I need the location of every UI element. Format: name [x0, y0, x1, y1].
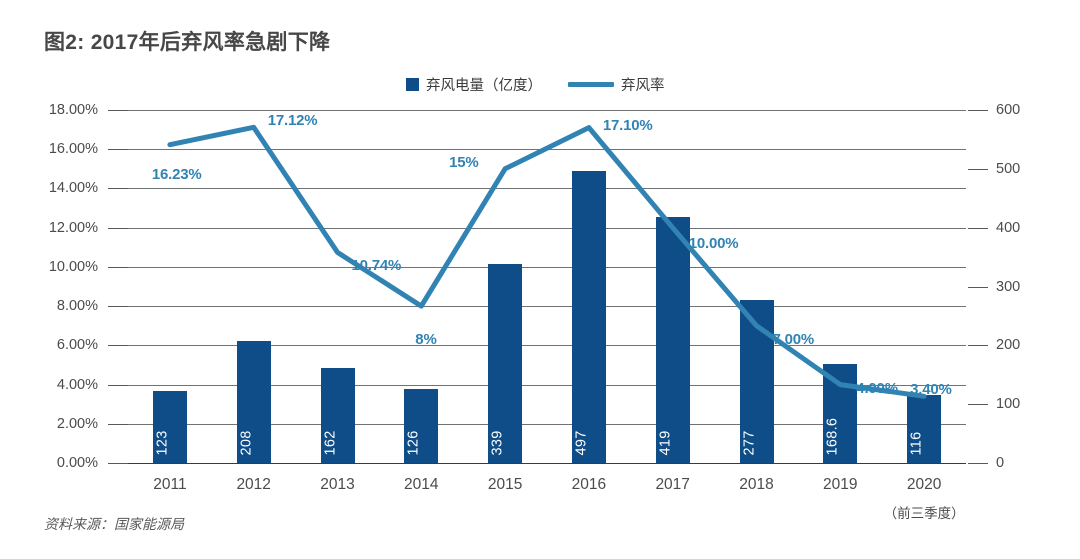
y-axis-right-tick-mark [968, 110, 988, 111]
bar-2020[interactable]: 116 [907, 394, 942, 463]
plot-area: 0.00% 2.00% 4.00% 6.00% 8.00% 10.00% 12.00% 14.… [49, 102, 1020, 521]
y-axis-right-tick-mark [968, 168, 988, 170]
y-axis-left-tick-mark [108, 463, 128, 464]
line-value-label-2013: 10.74% [351, 257, 402, 275]
y-axis-left-tick-mark [108, 306, 128, 308]
line-value-label-2012: 17.12% [267, 112, 318, 130]
x-axis-tick-label-2016: 2016 [571, 476, 607, 493]
y-axis-left-tick-mark [108, 345, 128, 347]
y-axis-left-tick-label: 18.00% [48, 102, 98, 118]
line-value-label-2019: 4.00% [856, 379, 898, 397]
chart-legend: 弃风电量（亿度） 弃风率 [406, 74, 665, 95]
y-axis-left-tick-label: 4.00% [56, 376, 98, 393]
legend-bar-label: 弃风电量（亿度） [426, 78, 542, 94]
y-axis-right-tick-label: 300 [996, 278, 1021, 295]
y-axis-right-tick-label: 100 [996, 396, 1021, 413]
y-axis-left-tick-label: 0.00% [56, 455, 98, 471]
legend-item-line[interactable]: 弃风率 [568, 74, 665, 95]
y-axis-left-tick-label: 14.00% [48, 180, 98, 197]
gridline [128, 227, 966, 229]
y-axis-left-tick-mark [108, 227, 128, 229]
bar-2015[interactable]: 339 [488, 263, 523, 463]
legend-bar-swatch-icon [406, 78, 419, 91]
x-axis-tick-label-2014: 2014 [404, 476, 439, 493]
y-axis-left-tick-mark [108, 423, 128, 425]
line-value-label-2016: 17.10% [602, 116, 653, 134]
x-axis-sublabel-2020: （前三季度） [883, 506, 965, 521]
y-axis-right-tick-mark [968, 286, 988, 288]
x-axis-tick-label-2015: 2015 [487, 476, 523, 493]
x-axis-tick-label-2012: 2012 [236, 476, 271, 493]
y-axis-left-tick-mark [108, 266, 128, 268]
y-axis-right-tick-label: 400 [996, 219, 1021, 236]
y-axis-right-tick-mark [968, 227, 988, 229]
x-axis-tick-label-2020: 2020 [906, 476, 942, 493]
bar-2013[interactable]: 162 [320, 367, 355, 463]
y-axis-right-tick-label: 200 [996, 337, 1021, 354]
y-axis-left-tick-label: 2.00% [56, 415, 98, 432]
line-value-label-2017: 10.00% [688, 234, 739, 252]
y-axis-right-tick-label: 500 [996, 160, 1021, 177]
page-title: 图2: 2017年后弃风率急剧下降 [44, 31, 331, 54]
x-axis-tick-label-2019: 2019 [823, 476, 858, 493]
legend-line-label: 弃风率 [621, 78, 665, 94]
y-axis-right-tick-label: 600 [996, 102, 1021, 118]
legend-line-swatch-icon [568, 82, 614, 87]
line-value-label-2018: 7.00% [772, 330, 815, 348]
bar-2014[interactable]: 126 [404, 388, 439, 463]
line-value-label-2011: 16.23% [151, 165, 202, 183]
bar-2016[interactable]: 497 [571, 170, 606, 463]
y-axis-left-tick-label: 16.00% [48, 141, 98, 158]
line-path [167, 124, 927, 399]
y-axis-left-tick-mark [108, 149, 128, 151]
bar-2019[interactable]: 168.6 [823, 363, 858, 463]
bar-2011[interactable]: 123 [152, 390, 187, 463]
gridline [128, 110, 966, 111]
source-note: 资料来源：国家能源局 [44, 516, 184, 532]
y-axis-left-tick-mark [108, 384, 128, 386]
y-axis-right-tick-mark [968, 404, 988, 406]
y-axis-left-tick-label: 12.00% [48, 219, 98, 236]
bar-2012[interactable]: 208 [236, 340, 271, 463]
legend-item-bar[interactable]: 弃风电量（亿度） [406, 74, 542, 95]
gridline [128, 423, 966, 425]
gridline [128, 266, 966, 268]
bar-2017[interactable]: 419 [655, 216, 690, 463]
gridline [128, 384, 966, 386]
line-value-label-2020: 3.40% [910, 381, 952, 399]
x-axis-tick-label-2018: 2018 [739, 476, 774, 493]
gridline [128, 306, 966, 308]
line-series-wind-curtailment-rate [167, 124, 927, 399]
axis-baseline [128, 463, 966, 465]
x-axis-tick-label-2011: 2011 [153, 476, 187, 493]
y-axis-left-tick-label: 6.00% [56, 337, 98, 354]
y-axis-left-tick-mark [108, 188, 128, 190]
y-axis-left-tick-label: 10.00% [48, 258, 98, 275]
gridline [128, 188, 966, 190]
y-axis-right-tick-label: 0 [996, 455, 1005, 471]
line-value-label-2014: 8% [415, 331, 437, 349]
y-axis-left-tick-label: 8.00% [56, 298, 98, 315]
y-axis-left-tick-mark [108, 110, 128, 111]
y-axis-right-tick-mark [968, 345, 988, 347]
x-axis-tick-label-2017: 2017 [655, 476, 690, 493]
x-axis-tick-label-2013: 2013 [320, 476, 355, 493]
y-axis-right-tick-mark [968, 463, 988, 464]
gridline [128, 345, 966, 347]
line-value-label-2015: 15% [449, 153, 479, 171]
